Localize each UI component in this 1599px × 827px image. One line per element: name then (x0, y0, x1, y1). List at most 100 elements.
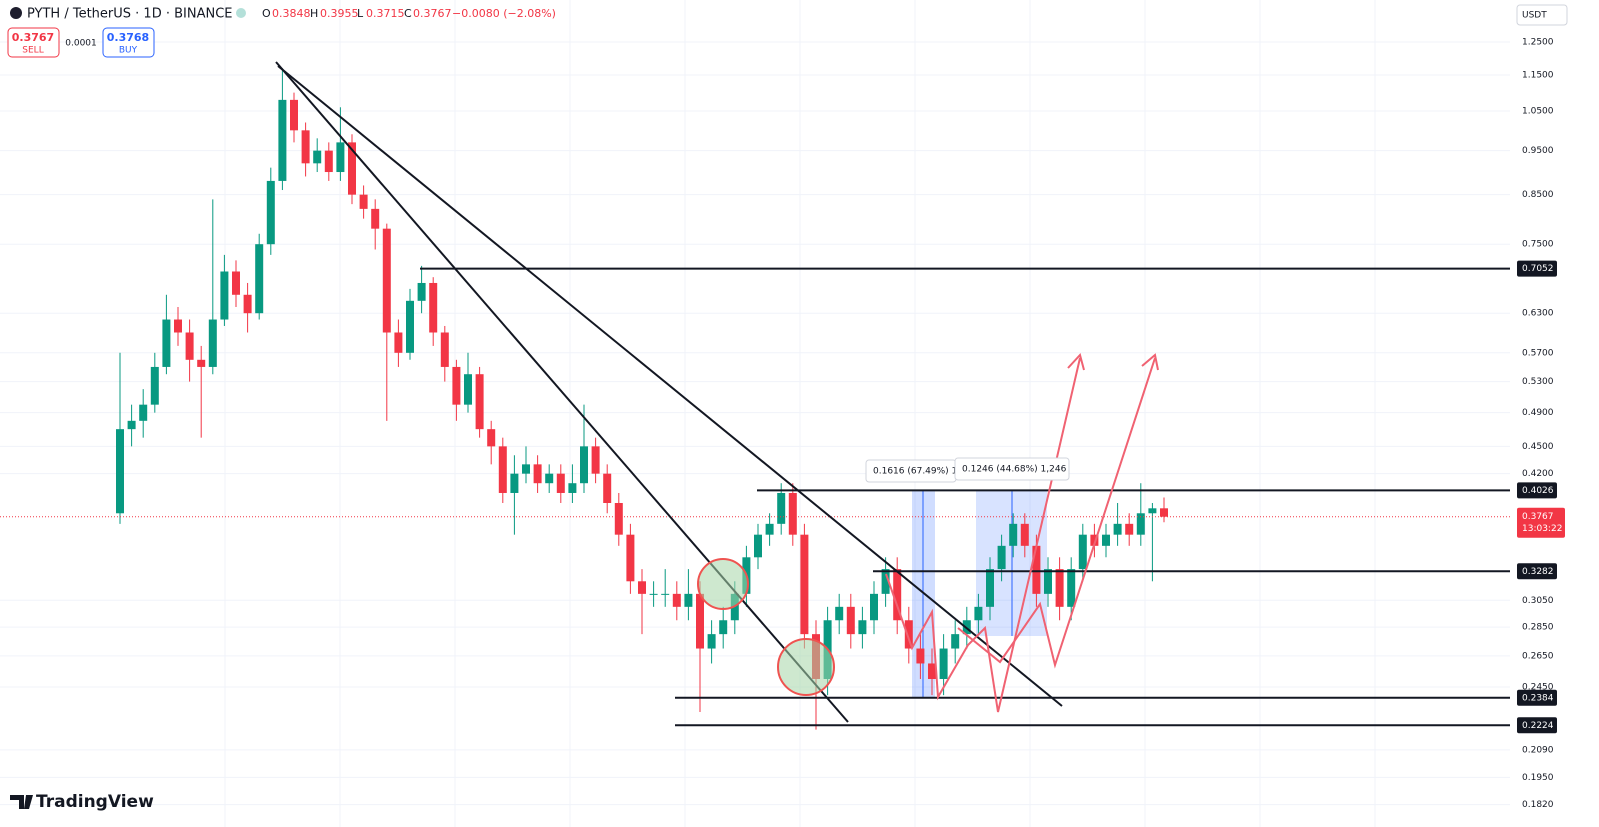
buy-price: 0.3768 (107, 31, 149, 44)
candle-body (1055, 569, 1064, 607)
candle-body (174, 319, 182, 333)
candle-body (649, 593, 658, 595)
candle-body (498, 446, 507, 493)
countdown: 13:03:22 (1522, 524, 1562, 534)
status-dot (236, 8, 246, 18)
candle-body (324, 150, 333, 173)
level-label: 0.7052 (1522, 264, 1554, 274)
candle-body (371, 208, 380, 229)
y-tick-label: 0.8500 (1522, 190, 1554, 200)
candle-body (835, 606, 844, 621)
vertical-grid (224, 0, 1376, 827)
candle-body (1160, 508, 1168, 517)
candle-body (1020, 523, 1029, 546)
y-tick-label: 0.4200 (1522, 469, 1554, 479)
ohlc-change: −0.0080 (−2.08%) (452, 7, 556, 20)
candle-body (916, 648, 925, 664)
candle-body (429, 282, 438, 333)
candle-body (846, 606, 855, 635)
y-tick-label: 1.1500 (1522, 71, 1554, 81)
sell-label: SELL (22, 46, 43, 56)
candle-body (1148, 508, 1157, 514)
candle-body (359, 194, 368, 209)
y-tick-label: 0.5300 (1522, 377, 1554, 387)
sell-button[interactable] (7, 27, 60, 58)
candle-body (208, 319, 217, 367)
logo-mark (10, 795, 33, 809)
candle-body (893, 569, 902, 621)
candle-body (1102, 534, 1110, 546)
candle-body (243, 294, 252, 314)
y-tick-label: 0.3050 (1522, 596, 1554, 606)
candle-body (1078, 534, 1087, 570)
candle-body (556, 473, 565, 493)
candle-body (591, 446, 600, 474)
candle-body (997, 545, 1006, 570)
ohlc-value: 0.3767 (413, 7, 452, 20)
candle-body (580, 446, 588, 484)
last-price: 0.3767 (1522, 512, 1554, 522)
y-tick-label: 0.5700 (1522, 348, 1554, 358)
candle-body (150, 366, 159, 405)
candle-body (278, 99, 287, 181)
candle-body (1032, 545, 1041, 594)
candle-body (881, 569, 890, 594)
candle-body (313, 150, 322, 164)
candle-body (116, 429, 124, 514)
level-label: 0.2224 (1522, 721, 1554, 731)
candle-body (661, 593, 670, 595)
candle-body (348, 142, 356, 195)
ohlc-value: 0.3715 (366, 7, 405, 20)
candle-body (440, 332, 449, 367)
price-axis-labels: 1.2500 1.1500 1.0500 0.9500 0.8500 0.7500 0.63… (1517, 38, 1565, 810)
ohlc-label: H (310, 7, 318, 20)
buy-button[interactable] (102, 27, 155, 58)
currency-button[interactable] (1516, 4, 1568, 26)
candle-body (394, 332, 403, 353)
candle-body (858, 620, 867, 635)
candle-body (939, 648, 948, 679)
candle-body (1136, 513, 1145, 535)
candle-body (220, 271, 229, 320)
candle-body (162, 319, 171, 367)
level-tag (1517, 689, 1557, 706)
candle-body (452, 366, 461, 405)
projection-path (885, 352, 1159, 713)
candle-body (777, 492, 786, 524)
buy-label: BUY (119, 46, 138, 56)
level-tag (1517, 717, 1557, 734)
highlight-circle (697, 558, 749, 610)
levels (0, 267, 1517, 727)
y-tick-label: 0.7500 (1522, 240, 1554, 250)
candle-body (904, 620, 913, 649)
candle-body (185, 332, 194, 360)
candle-body (765, 523, 774, 535)
candle-body (788, 492, 797, 535)
candle-body (266, 180, 275, 245)
candle-body (406, 300, 414, 353)
y-tick-label: 0.4900 (1522, 408, 1554, 418)
candle-body (951, 634, 960, 649)
level-label: 0.4026 (1522, 486, 1554, 496)
y-tick-label: 0.1950 (1522, 773, 1554, 783)
candle-body (928, 663, 936, 679)
candle-body (1067, 569, 1076, 607)
ohlc-label: C (404, 7, 412, 20)
candle-body (603, 473, 612, 503)
candle-body (127, 420, 136, 430)
candle-body (719, 620, 728, 635)
y-tick-label: 0.4500 (1522, 442, 1554, 452)
currency: USDT (1522, 11, 1547, 21)
highlight-circle (777, 638, 835, 696)
candle-body (1044, 569, 1052, 594)
y-tick-label: 0.2650 (1522, 651, 1554, 661)
logo: TradingView (36, 792, 154, 812)
candle-body (696, 593, 704, 649)
y-tick-label: 0.2090 (1522, 745, 1554, 755)
candle-body (487, 429, 496, 447)
last-price-tag (1517, 507, 1565, 538)
candle-body (382, 228, 391, 333)
y-tick-label: 0.2850 (1522, 623, 1554, 633)
symbol[interactable]: PYTH / TetherUS · 1D · BINANCE (27, 7, 233, 22)
